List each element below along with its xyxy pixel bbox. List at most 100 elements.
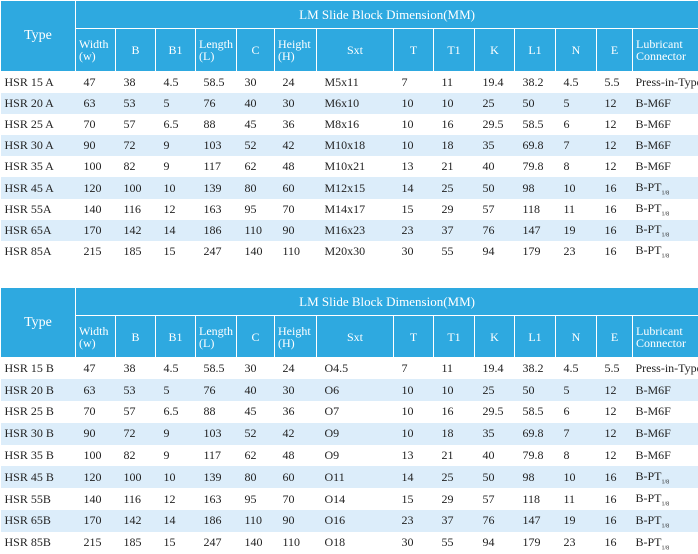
cell-text: 12: [605, 383, 617, 397]
cell-text: B-PT: [636, 513, 662, 527]
data-cell: 88: [196, 401, 237, 423]
data-cell: 11: [556, 488, 597, 510]
cell-text: 100: [124, 470, 142, 484]
data-cell: B-M6F: [633, 135, 698, 156]
cell-text: Press-in-Type: [636, 75, 698, 89]
data-cell: HSR 65B: [1, 510, 76, 532]
cell-text: 70: [283, 492, 295, 506]
cell-text: 57: [483, 202, 495, 216]
cell-text: 13: [402, 448, 414, 462]
data-cell: 16: [597, 466, 633, 488]
cell-text: 8: [564, 159, 570, 173]
cell-text: 6: [564, 117, 570, 131]
cell-text: 36: [283, 404, 295, 418]
table-title: LM Slide Block Dimension(MM): [76, 288, 698, 316]
cell-text: B-M6F: [636, 117, 671, 131]
cell-text: 5: [164, 96, 170, 110]
cell-text: 170: [84, 223, 102, 237]
header-text: E: [611, 330, 618, 344]
data-cell: 25: [475, 379, 515, 401]
data-cell: 94: [475, 241, 515, 262]
data-cell: 10: [156, 466, 196, 488]
data-cell: 30: [275, 93, 317, 114]
cell-text: 18: [442, 138, 454, 152]
cell-text: B-PT: [636, 201, 662, 215]
data-cell: 117: [196, 156, 237, 177]
data-cell: 79.8: [515, 445, 556, 467]
data-cell: O4.5: [317, 358, 394, 380]
cell-subscript: 1/8: [662, 480, 670, 486]
data-cell: 163: [196, 488, 237, 510]
cell-text: 16: [605, 513, 617, 527]
data-cell: 5: [556, 93, 597, 114]
data-cell: 62: [237, 156, 275, 177]
data-cell: 100: [76, 445, 116, 467]
data-cell: 70: [275, 199, 317, 220]
data-cell: 179: [515, 241, 556, 262]
cell-text: HSR 35 B: [5, 448, 54, 462]
data-cell: 12: [597, 135, 633, 156]
column-header: B: [116, 316, 156, 358]
cell-text: 79.8: [523, 159, 544, 173]
cell-text: 7: [402, 75, 408, 89]
cell-text: 48: [283, 448, 295, 462]
cell-text: HSR 85B: [5, 535, 51, 549]
data-cell: 16: [597, 488, 633, 510]
data-cell: 58.5: [515, 401, 556, 423]
data-cell: 6: [556, 114, 597, 135]
data-cell: B-M6F: [633, 379, 698, 401]
data-cell: 42: [275, 423, 317, 445]
data-cell: 10: [556, 177, 597, 198]
cell-text: O18: [325, 535, 346, 549]
cell-text: HSR 45 B: [5, 470, 54, 484]
data-cell: 62: [237, 445, 275, 467]
data-cell: 12: [597, 156, 633, 177]
column-header: Width(w): [76, 316, 116, 358]
cell-text: 76: [204, 96, 216, 110]
data-cell: HSR 20 B: [1, 379, 76, 401]
data-cell: O9: [317, 445, 394, 467]
cell-text: B-M6F: [636, 404, 671, 418]
data-cell: 79.8: [515, 156, 556, 177]
cell-text: HSR 30 B: [5, 426, 54, 440]
cell-text: 5: [164, 383, 170, 397]
cell-text: B-M6F: [636, 383, 671, 397]
data-cell: 50: [475, 177, 515, 198]
cell-text: 10: [402, 96, 414, 110]
cell-text: 82: [124, 159, 136, 173]
data-cell: 53: [116, 379, 156, 401]
cell-text: 10: [442, 96, 454, 110]
data-cell: 9: [156, 156, 196, 177]
cell-text: M10x21: [325, 159, 366, 173]
data-cell: 116: [116, 488, 156, 510]
cell-text: 11: [442, 361, 454, 375]
data-cell: 140: [237, 241, 275, 262]
data-cell: 15: [394, 199, 434, 220]
cell-text: 16: [605, 535, 617, 549]
data-cell: HSR 15 A: [1, 72, 76, 93]
column-header: Sxt: [317, 316, 394, 358]
cell-text: HSR 65A: [5, 223, 52, 237]
column-header: T: [394, 316, 434, 358]
data-cell: 170: [76, 510, 116, 532]
cell-text: 12: [164, 202, 176, 216]
data-cell: 24: [275, 358, 317, 380]
cell-text: 90: [283, 223, 295, 237]
data-cell: 60: [275, 177, 317, 198]
cell-text: 69.8: [523, 138, 544, 152]
data-cell: B-PT1/8: [633, 532, 698, 554]
data-cell: HSR 45 B: [1, 466, 76, 488]
cell-text: 38: [124, 361, 136, 375]
column-header: K: [475, 29, 515, 72]
cell-text: 100: [84, 159, 102, 173]
